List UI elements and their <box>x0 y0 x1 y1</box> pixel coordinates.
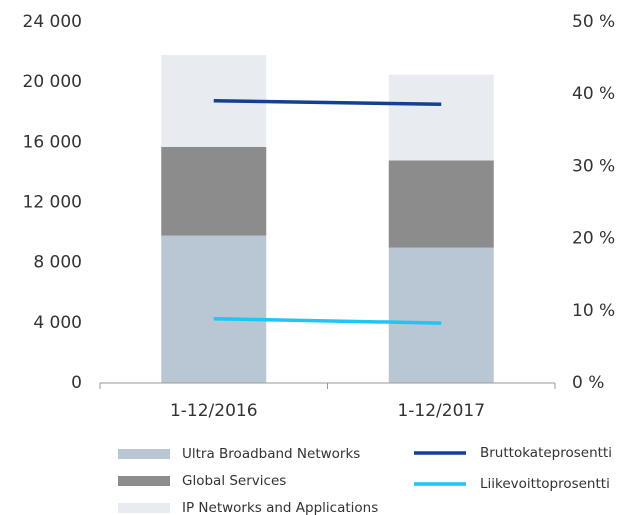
legend-label: Ultra Broadband Networks <box>182 446 360 462</box>
y-tick-label: 20 000 <box>23 72 82 92</box>
legend-swatch <box>118 476 170 486</box>
y-tick-label: 24 000 <box>23 12 82 32</box>
y2-tick-label: 40 % <box>572 84 615 104</box>
y-tick-label: 16 000 <box>23 132 82 152</box>
y2-tick-label: 30 % <box>572 156 615 176</box>
y-tick-label: 0 <box>71 373 82 393</box>
legend-label: Global Services <box>182 473 286 489</box>
legend-swatch <box>118 449 170 459</box>
y-tick-label: 8 000 <box>33 253 82 273</box>
bar-segment <box>388 74 494 161</box>
legend-label: IP Networks and Applications <box>182 500 378 515</box>
x-tick-label: 1-12/2017 <box>397 401 485 421</box>
x-tick-label: 1-12/2016 <box>170 401 258 421</box>
line-series <box>213 98 442 107</box>
y2-tick-label: 50 % <box>572 12 615 32</box>
bar-segment <box>161 146 267 236</box>
line-series <box>213 316 442 325</box>
bar-segment <box>388 247 494 383</box>
bar-segment <box>161 235 267 383</box>
y-tick-label: 4 000 <box>33 313 82 333</box>
legend-label: Bruttokateprosentti <box>480 445 612 461</box>
y2-tick-label: 20 % <box>572 229 615 249</box>
bar-segment <box>388 160 494 248</box>
legend-label: Liikevoittoprosentti <box>480 476 610 492</box>
y-tick-label: 12 000 <box>23 193 82 213</box>
y2-tick-label: 0 % <box>572 373 604 393</box>
y2-tick-label: 10 % <box>572 301 615 321</box>
legend-swatch <box>118 503 170 513</box>
